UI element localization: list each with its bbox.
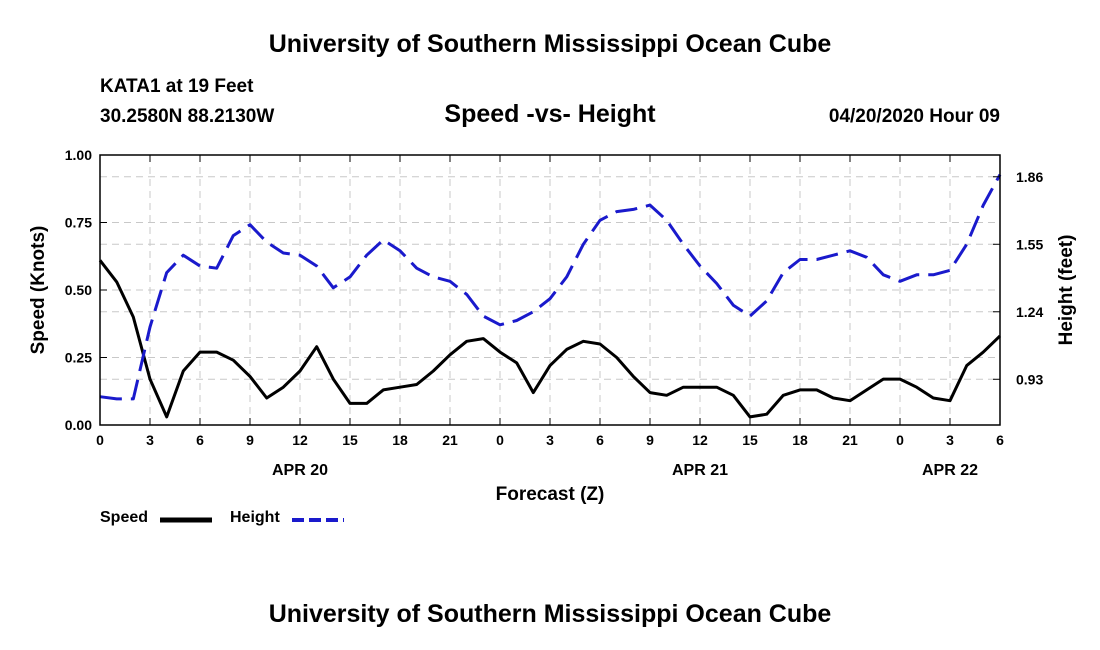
x-tick-label: 6 [996, 432, 1004, 448]
x-tick-label: 21 [442, 432, 458, 448]
legend-speed-label: Speed [100, 509, 149, 526]
y2-axis-title: Height (feet) [1056, 235, 1077, 346]
x-tick-label: 3 [146, 432, 154, 448]
height-series-line [99, 173, 1002, 401]
y-axis-title: Speed (Knots) [28, 226, 49, 355]
date-label: APR 22 [922, 462, 978, 479]
x-tick-label: 0 [496, 432, 504, 448]
top-title: University of Southern Mississippi Ocean… [268, 30, 832, 58]
y-tick-label: 0.00 [65, 417, 92, 433]
x-tick-label: 9 [646, 432, 654, 448]
y-tick-label: 0.50 [65, 282, 92, 298]
axis-labels: 0 3 6 9 12 15 18 21 0 3 6 9 12 15 18 21 0 3 6 0.00 0.25 0.50 0… [28, 147, 1077, 505]
x-tick-label: 0 [896, 432, 904, 448]
y-tick-label: 0.25 [65, 350, 92, 366]
x-tick-label: 18 [792, 432, 808, 448]
x-tick-label: 6 [196, 432, 204, 448]
date-label: APR 21 [672, 462, 728, 479]
forecast-datetime: 04/20/2020 Hour 09 [828, 106, 1000, 127]
x-tick-label: 0 [96, 432, 104, 448]
y2-tick-label: 1.86 [1016, 169, 1043, 185]
x-tick-label: 12 [692, 432, 708, 448]
speed-series-line [98, 259, 1002, 419]
grid [100, 155, 1000, 425]
x-tick-label: 18 [392, 432, 408, 448]
x-tick-label: 3 [946, 432, 954, 448]
chart-title: Speed -vs- Height [444, 100, 656, 128]
x-tick-label: 9 [246, 432, 254, 448]
y2-tick-label: 1.55 [1016, 236, 1043, 252]
x-tick-label: 12 [292, 432, 308, 448]
y2-tick-label: 1.24 [1016, 304, 1043, 320]
station-label: KATA1 at 19 Feet [100, 76, 254, 97]
legend-height-label: Height [230, 509, 280, 526]
bottom-title: University of Southern Mississippi Ocean… [268, 600, 832, 628]
x-tick-label: 15 [342, 432, 358, 448]
x-tick-label: 15 [742, 432, 758, 448]
x-axis-title: Forecast (Z) [496, 484, 605, 505]
date-label: APR 20 [272, 462, 328, 479]
y-tick-label: 1.00 [65, 147, 92, 163]
y2-tick-label: 0.93 [1016, 371, 1043, 387]
station-coordinates: 30.2580N 88.2130W [100, 106, 275, 127]
series-group [98, 173, 1002, 419]
x-tick-label: 3 [546, 432, 554, 448]
x-tick-label: 21 [842, 432, 858, 448]
axes [99, 154, 1001, 426]
y-tick-label: 0.75 [65, 215, 92, 231]
x-tick-label: 6 [596, 432, 604, 448]
